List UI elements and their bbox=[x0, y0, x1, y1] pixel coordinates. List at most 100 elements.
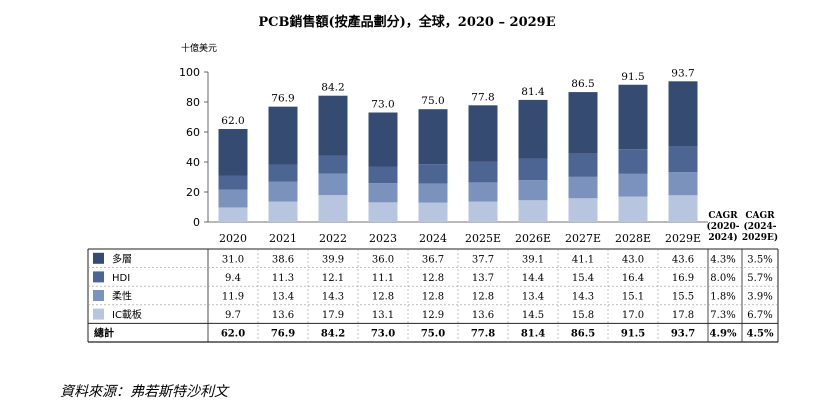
y-tick-label: 100 bbox=[179, 66, 200, 79]
table-cell: 11.9 bbox=[222, 292, 244, 303]
table-cell: 12.8 bbox=[422, 292, 444, 303]
bars bbox=[218, 81, 698, 222]
table-cell: 13.4 bbox=[522, 292, 544, 303]
x-tick-label: 2021 bbox=[269, 232, 297, 245]
bar-segment bbox=[618, 149, 648, 174]
cagr-cell: 3.5% bbox=[747, 254, 772, 265]
table-cell: 14.4 bbox=[522, 273, 544, 284]
total-cell: 76.9 bbox=[271, 329, 295, 340]
total-cell: 86.5 bbox=[571, 329, 595, 340]
table-cell: 12.8 bbox=[422, 273, 444, 284]
table-cell: 13.6 bbox=[272, 310, 294, 321]
bar-segment bbox=[668, 81, 698, 147]
bar-segment bbox=[218, 189, 248, 208]
total-data-label: 73.0 bbox=[371, 99, 394, 111]
table-cell: 15.5 bbox=[672, 292, 694, 303]
bar-segment bbox=[518, 99, 548, 159]
cagr-cell: 4.3% bbox=[710, 254, 735, 265]
bar-segment bbox=[418, 183, 448, 203]
legend-label: IC載板 bbox=[112, 308, 142, 321]
y-tick-label: 20 bbox=[186, 186, 200, 199]
total-data-label: 75.0 bbox=[421, 95, 444, 107]
table-cell: 13.1 bbox=[372, 310, 394, 321]
bar-segment bbox=[318, 195, 348, 222]
bar-segment bbox=[518, 180, 548, 201]
total-cell: 73.0 bbox=[371, 329, 395, 340]
table-cell: 37.7 bbox=[472, 254, 494, 265]
total-cell: 81.4 bbox=[521, 329, 545, 340]
table-cell: 39.9 bbox=[322, 254, 344, 265]
bar-segment bbox=[218, 175, 248, 190]
table-cell: 11.3 bbox=[272, 273, 294, 284]
bar-segment bbox=[218, 207, 248, 222]
total-cagr-cell: 4.5% bbox=[747, 329, 774, 340]
legend-swatch bbox=[93, 308, 104, 320]
cagr-cell: 7.3% bbox=[710, 310, 735, 321]
y-tick-label: 0 bbox=[193, 216, 200, 229]
table-cell: 12.1 bbox=[322, 273, 344, 284]
table-cell: 13.7 bbox=[472, 273, 494, 284]
table-cell: 17.9 bbox=[322, 310, 344, 321]
bar-segment bbox=[418, 109, 448, 165]
total-cell: 93.7 bbox=[671, 329, 695, 340]
table-cell: 39.1 bbox=[522, 254, 544, 265]
x-tick-label: 2028E bbox=[615, 232, 651, 245]
table-cell: 9.7 bbox=[225, 310, 241, 321]
x-tick-label: 2027E bbox=[565, 232, 601, 245]
table-cell: 38.6 bbox=[272, 254, 294, 265]
cagr-cell: 8.0% bbox=[710, 273, 735, 284]
table-cell: 14.5 bbox=[522, 310, 544, 321]
table-cell: 16.4 bbox=[622, 273, 644, 284]
table-cell: 43.0 bbox=[622, 254, 644, 265]
bar-segment bbox=[668, 195, 698, 222]
legend-label: 柔性 bbox=[112, 290, 132, 303]
y-unit-label: 十億美元 bbox=[181, 42, 217, 54]
x-tick-label: 2029E bbox=[665, 232, 701, 245]
total-data-label: 86.5 bbox=[571, 78, 594, 90]
bar-segment bbox=[618, 84, 648, 150]
total-cell: 91.5 bbox=[621, 329, 645, 340]
table-cell: 12.8 bbox=[472, 292, 494, 303]
table-cell: 36.7 bbox=[422, 254, 444, 265]
cagr-header: (2024- bbox=[743, 221, 776, 232]
bar-segment bbox=[568, 198, 598, 222]
total-data-label: 84.2 bbox=[321, 82, 344, 94]
bar-segment bbox=[618, 196, 648, 222]
table-cell: 41.1 bbox=[572, 254, 594, 265]
bar-segment bbox=[268, 164, 298, 182]
cagr-cell: 6.7% bbox=[747, 310, 772, 321]
bar-segment bbox=[468, 105, 498, 162]
cagr-cell: 3.9% bbox=[747, 292, 772, 303]
bar-segment bbox=[568, 153, 598, 177]
legend-swatch bbox=[93, 290, 104, 301]
total-data-label: 77.8 bbox=[471, 91, 494, 103]
bar-segment bbox=[518, 158, 548, 181]
table-cell: 12.9 bbox=[422, 310, 444, 321]
total-cagr-cell: 4.9% bbox=[710, 329, 737, 340]
source-note: 資料來源：弗若斯特沙利文 bbox=[60, 384, 230, 400]
cagr-header: CAGR bbox=[745, 211, 775, 221]
table-cell: 17.8 bbox=[672, 310, 694, 321]
bar-segment bbox=[268, 106, 298, 165]
total-labels: 62.0 76.9 84.2 73.0 75.0 77.8 81.4 86.5 91.5 93.7 bbox=[221, 67, 694, 127]
table-cell: 16.9 bbox=[672, 273, 694, 284]
bar-segment bbox=[518, 200, 548, 222]
table-cell: 15.4 bbox=[572, 273, 594, 284]
table-cell: 13.6 bbox=[472, 310, 494, 321]
table-cell: 15.1 bbox=[622, 292, 644, 303]
bar-segment bbox=[468, 161, 498, 183]
bar-segment bbox=[318, 95, 348, 156]
cagr-header: CAGR bbox=[708, 211, 738, 221]
bar-segment bbox=[668, 172, 698, 196]
bar-segment bbox=[568, 176, 598, 199]
total-cell: 84.2 bbox=[321, 329, 345, 340]
cagr-cell: 1.8% bbox=[710, 292, 735, 303]
legend-swatch bbox=[93, 271, 104, 283]
total-cell: 75.0 bbox=[421, 329, 445, 340]
table-cell: 12.8 bbox=[372, 292, 394, 303]
cagr-header: (2020- bbox=[706, 221, 739, 232]
cagr-cell: 5.7% bbox=[747, 273, 772, 284]
bar-segment bbox=[218, 129, 248, 176]
table-cell: 17.0 bbox=[622, 310, 644, 321]
